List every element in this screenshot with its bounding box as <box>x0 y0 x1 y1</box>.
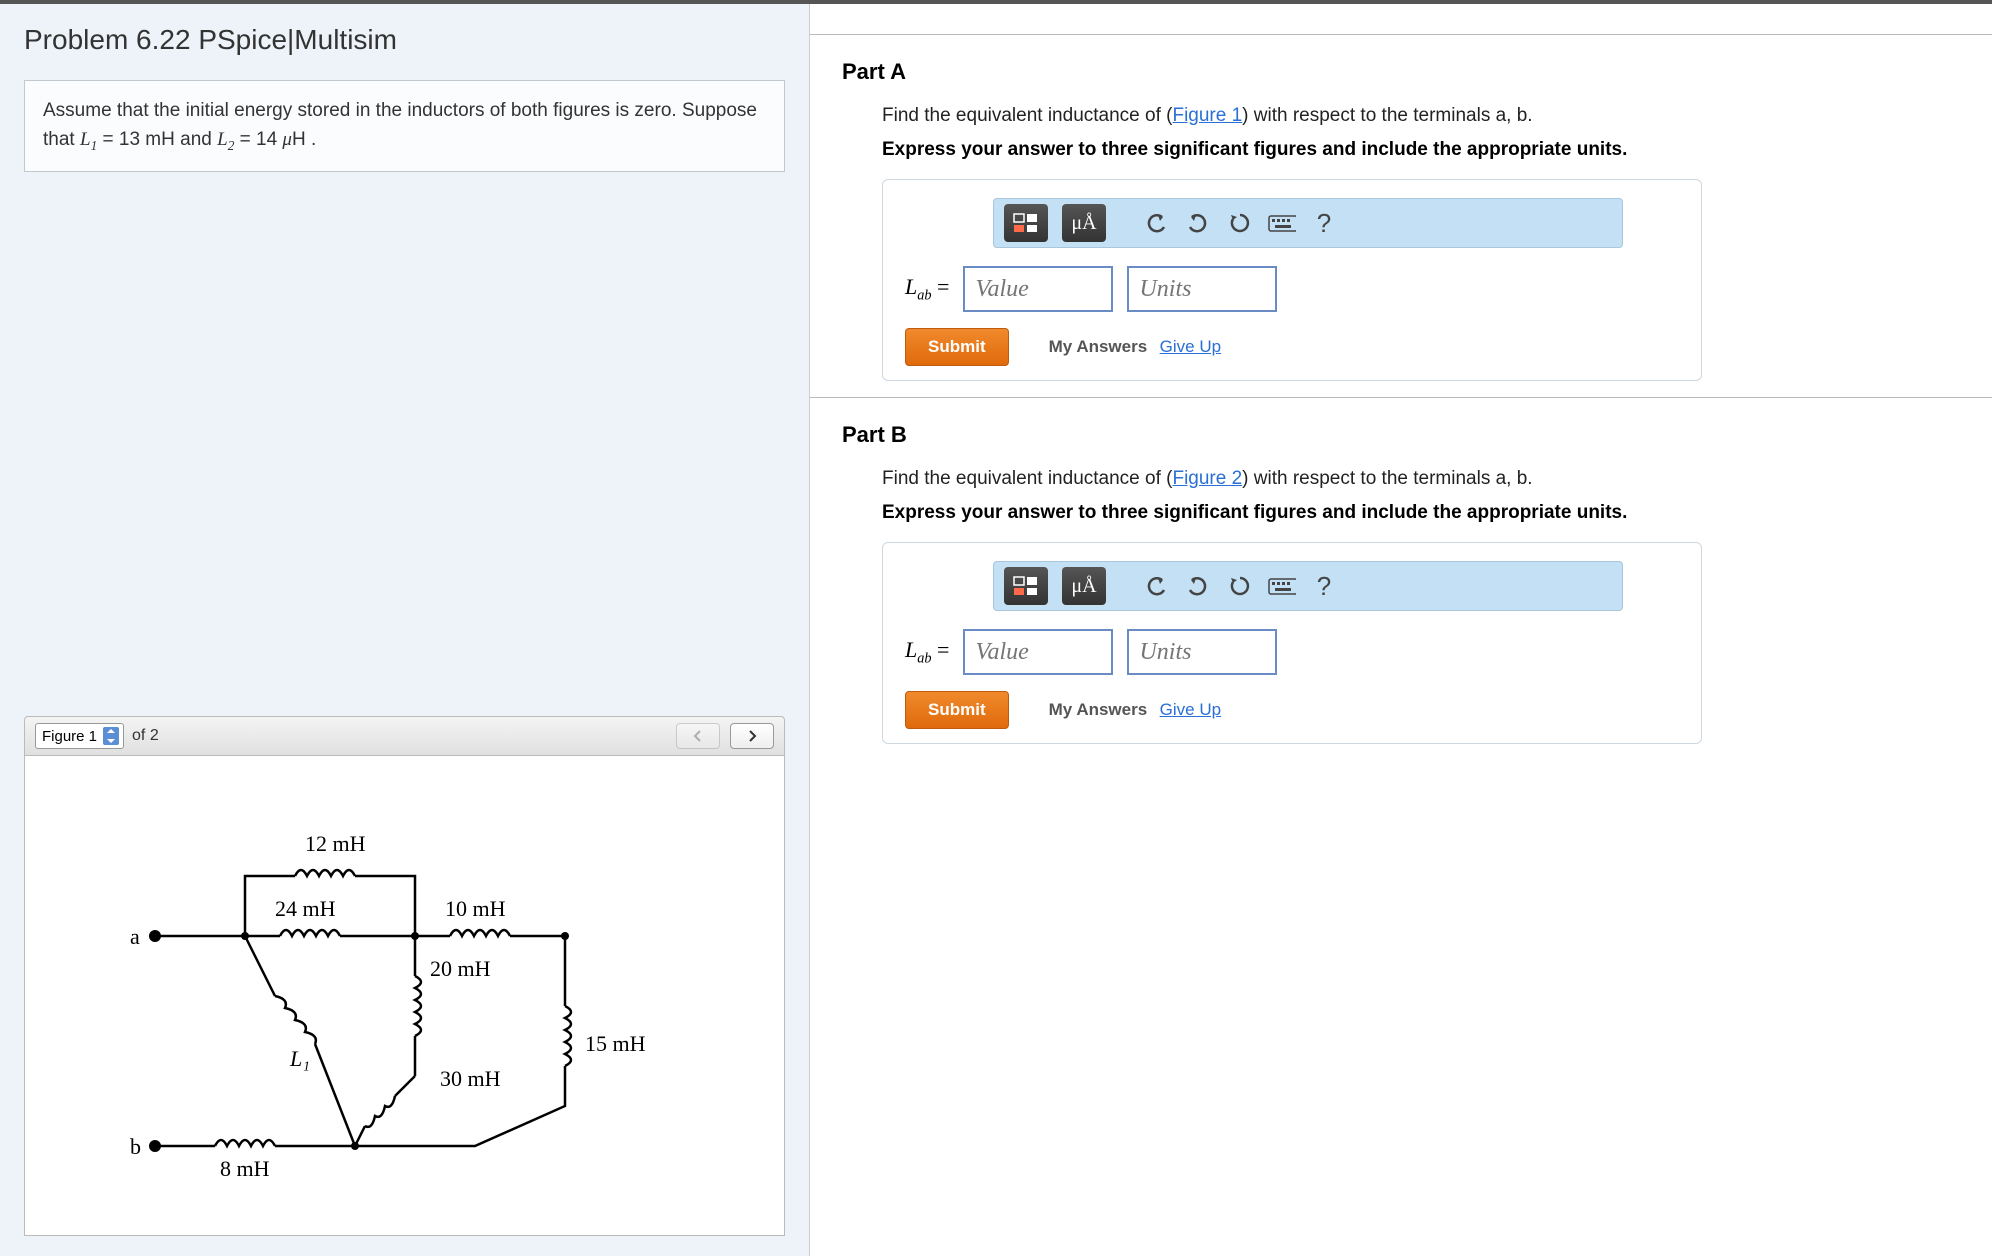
svg-text:12 mH: 12 mH <box>305 831 366 856</box>
units-icon: μÅ <box>1071 212 1096 235</box>
circuit-figure: a b 12 mH 24 mH 10 mH <box>24 756 785 1236</box>
left-panel: Problem 6.22 PSpice|Multisim Assume that… <box>0 4 810 1256</box>
keyboard-icon <box>1268 213 1296 233</box>
part-b-submit-button[interactable]: Submit <box>905 691 1009 729</box>
part-b: Part B Find the equivalent inductance of… <box>810 398 1992 760</box>
part-b-units-input[interactable] <box>1127 629 1277 675</box>
part-b-heading: Part B <box>842 422 1960 448</box>
part-a-my-answers[interactable]: My Answers <box>1049 337 1148 356</box>
svg-text:10 mH: 10 mH <box>445 896 506 921</box>
redo-button[interactable] <box>1184 209 1212 237</box>
reset-icon <box>1228 211 1252 235</box>
part-b-answer-box: μÅ ? Lab = <box>882 542 1702 744</box>
units-icon: μÅ <box>1071 575 1096 598</box>
svg-text:a: a <box>130 924 140 949</box>
problem-title: Problem 6.22 PSpice|Multisim <box>24 24 785 56</box>
part-a-answer-label: Lab = <box>905 274 949 304</box>
desc-mu: μ <box>282 129 292 150</box>
part-a-instruction: Find the equivalent inductance of (Figur… <box>882 105 1960 127</box>
desc-H: H . <box>292 129 316 150</box>
redo-icon <box>1186 213 1210 233</box>
svg-text:L₁: L₁ <box>289 1046 310 1071</box>
template-icon <box>1012 575 1040 597</box>
right-panel: Part A Find the equivalent inductance of… <box>810 4 1992 1256</box>
svg-text:15 mH: 15 mH <box>585 1031 646 1056</box>
svg-text:20 mH: 20 mH <box>430 956 491 981</box>
problem-description: Assume that the initial energy stored in… <box>24 80 785 172</box>
svg-text:30 mH: 30 mH <box>440 1066 501 1091</box>
reset-icon <box>1228 574 1252 598</box>
redo-button[interactable] <box>1184 572 1212 600</box>
part-b-my-answers[interactable]: My Answers <box>1049 700 1148 719</box>
desc-L2: L2 <box>217 129 234 150</box>
figure-select[interactable]: Figure 1 <box>35 723 124 749</box>
redo-icon <box>1186 576 1210 596</box>
keyboard-button[interactable] <box>1268 209 1296 237</box>
undo-button[interactable] <box>1142 209 1170 237</box>
units-button[interactable]: μÅ <box>1062 567 1106 605</box>
figure-nav-bar: Figure 1 of 2 <box>24 716 785 756</box>
part-b-instruction: Find the equivalent inductance of (Figur… <box>882 468 1960 490</box>
part-a-heading: Part A <box>842 59 1960 85</box>
circuit-svg: a b 12 mH 24 mH 10 mH <box>95 776 715 1206</box>
reset-button[interactable] <box>1226 572 1254 600</box>
part-b-answer-label: Lab = <box>905 637 949 667</box>
desc-L1: L1 <box>80 129 97 150</box>
part-a-answer-box: μÅ ? Lab = <box>882 179 1702 381</box>
figure-of-label: of 2 <box>132 727 159 745</box>
units-button[interactable]: μÅ <box>1062 204 1106 242</box>
svg-text:8 mH: 8 mH <box>220 1156 270 1181</box>
undo-button[interactable] <box>1142 572 1170 600</box>
chevron-left-icon <box>693 730 703 742</box>
part-b-express: Express your answer to three significant… <box>882 502 1960 524</box>
part-a-units-input[interactable] <box>1127 266 1277 312</box>
part-a: Part A Find the equivalent inductance of… <box>810 34 1992 398</box>
desc-L2-val: = 14 <box>234 129 282 150</box>
figure-2-link[interactable]: Figure 2 <box>1172 468 1242 489</box>
template-button[interactable] <box>1004 204 1048 242</box>
keyboard-button[interactable] <box>1268 572 1296 600</box>
undo-icon <box>1144 576 1168 596</box>
figure-next-button[interactable] <box>730 723 774 749</box>
figure-1-link[interactable]: Figure 1 <box>1172 105 1242 126</box>
select-arrows-icon <box>103 727 119 745</box>
help-button[interactable]: ? <box>1310 572 1338 600</box>
desc-L1-val: = 13 mH <box>97 129 175 150</box>
figure-select-label: Figure 1 <box>42 728 97 745</box>
svg-text:24 mH: 24 mH <box>275 896 336 921</box>
part-a-value-input[interactable] <box>963 266 1113 312</box>
part-a-toolbar: μÅ ? <box>993 198 1623 248</box>
part-b-toolbar: μÅ ? <box>993 561 1623 611</box>
desc-and: and <box>175 129 217 150</box>
svg-text:b: b <box>130 1134 141 1159</box>
part-a-giveup-link[interactable]: Give Up <box>1160 337 1221 356</box>
template-button[interactable] <box>1004 567 1048 605</box>
part-a-submit-button[interactable]: Submit <box>905 328 1009 366</box>
part-b-value-input[interactable] <box>963 629 1113 675</box>
undo-icon <box>1144 213 1168 233</box>
template-icon <box>1012 212 1040 234</box>
part-b-giveup-link[interactable]: Give Up <box>1160 700 1221 719</box>
figure-prev-button[interactable] <box>676 723 720 749</box>
reset-button[interactable] <box>1226 209 1254 237</box>
help-button[interactable]: ? <box>1310 209 1338 237</box>
part-a-express: Express your answer to three significant… <box>882 139 1960 161</box>
keyboard-icon <box>1268 576 1296 596</box>
chevron-right-icon <box>747 730 757 742</box>
